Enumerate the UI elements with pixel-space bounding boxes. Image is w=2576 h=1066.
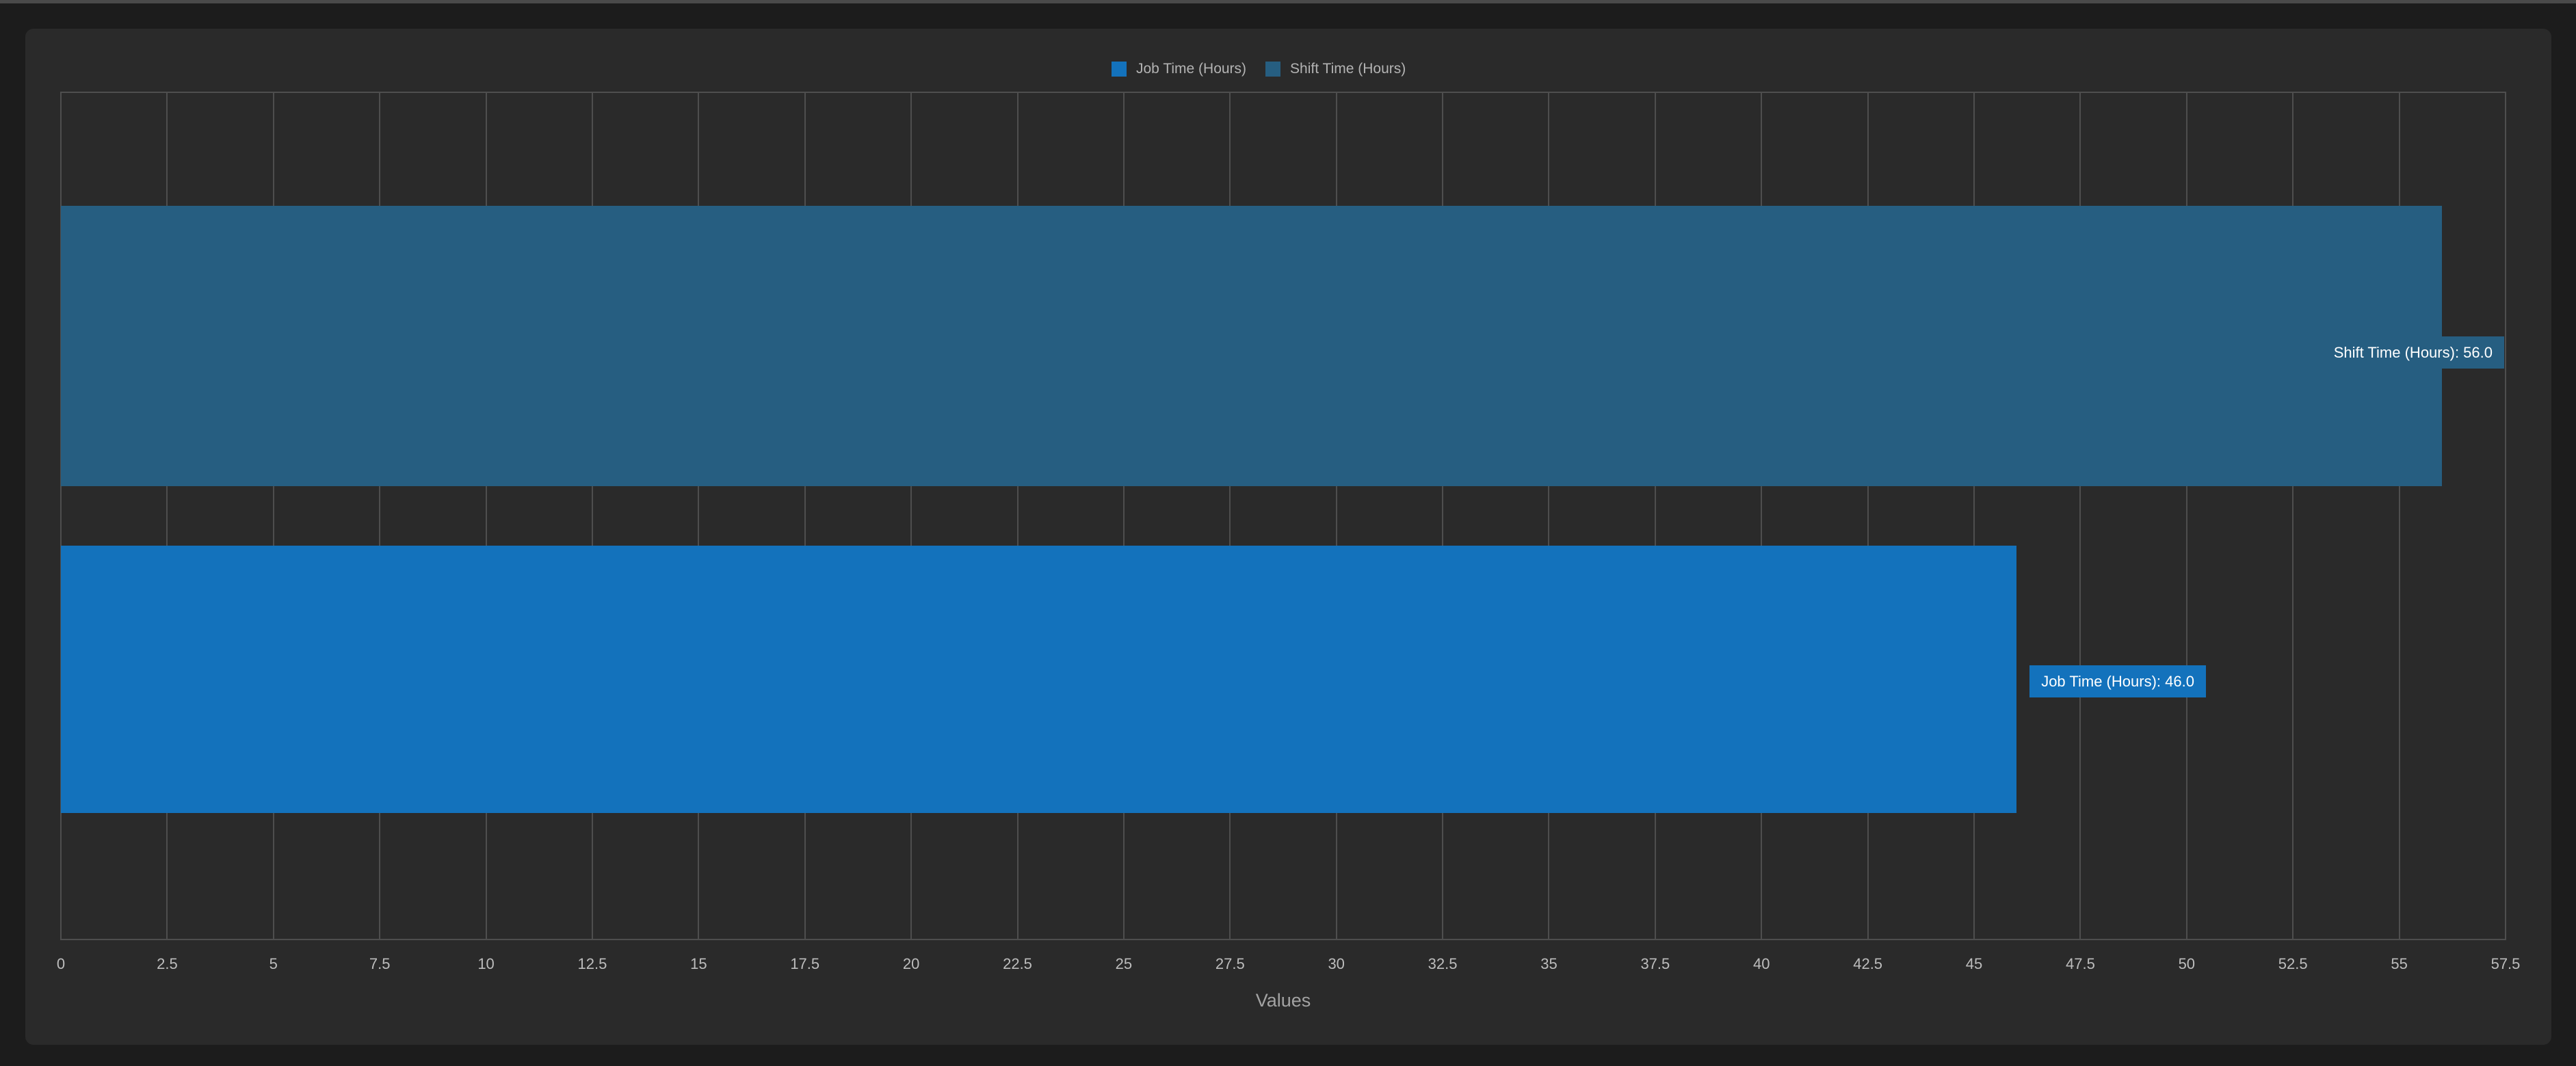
chart-card: Job Time (Hours) Shift Time (Hours) Shif…: [25, 29, 2551, 1045]
gridline: [1867, 92, 1869, 940]
x-axis-tick: 37.5: [1640, 955, 1670, 972]
legend-item-shift-time[interactable]: Shift Time (Hours): [1265, 61, 1406, 77]
gridline: [1442, 92, 1444, 940]
plot-border-top: [61, 92, 2506, 93]
bar-shift-time[interactable]: [61, 206, 2442, 486]
x-axis-tick: 2.5: [157, 955, 178, 972]
legend-item-job-time[interactable]: Job Time (Hours): [1112, 61, 1246, 77]
gridline: [2398, 92, 2400, 940]
x-axis-tick: 5: [269, 955, 278, 972]
x-axis-tick: 47.5: [2066, 955, 2095, 972]
x-axis-tick: 25: [1115, 955, 1133, 972]
bar-label-job-time: Job Time (Hours): 46.0: [2029, 665, 2206, 697]
x-axis-tick: 42.5: [1853, 955, 1883, 972]
x-axis-tick: 20: [902, 955, 920, 972]
gridline: [591, 92, 593, 940]
gridline: [1122, 92, 1125, 940]
gridline: [2292, 92, 2294, 940]
gridline: [1761, 92, 1763, 940]
x-axis-tick: 45: [1965, 955, 1983, 972]
x-axis-tick: 7.5: [369, 955, 391, 972]
x-axis-tick: 40: [1753, 955, 1770, 972]
bar-job-time[interactable]: [61, 546, 2017, 813]
x-axis-title: Values: [1255, 990, 1311, 1011]
gridline: [804, 92, 806, 940]
x-axis-tick: 10: [477, 955, 495, 972]
legend-swatch-shift-time-icon: [1265, 62, 1281, 77]
gridline: [1229, 92, 1231, 940]
x-axis-tick: 27.5: [1215, 955, 1245, 972]
gridline: [2079, 92, 2081, 940]
x-axis-tick: 17.5: [790, 955, 820, 972]
x-axis-tick: 12.5: [577, 955, 607, 972]
gridline: [698, 92, 700, 940]
legend-label-job-time: Job Time (Hours): [1136, 61, 1247, 77]
x-axis-tick: 50: [2178, 955, 2196, 972]
gridline: [2185, 92, 2187, 940]
gridline: [2505, 92, 2506, 940]
x-axis-tick: 52.5: [2278, 955, 2308, 972]
legend-label-shift-time: Shift Time (Hours): [1290, 61, 1406, 77]
gridline: [272, 92, 274, 940]
x-axis-tick: 57.5: [2490, 955, 2521, 972]
gridline: [910, 92, 912, 940]
gridline: [1335, 92, 1337, 940]
window-top-edge: [0, 0, 2576, 3]
bar-label-shift-time: Shift Time (Hours): 56.0: [2322, 336, 2504, 369]
x-axis-tick: 22.5: [1003, 955, 1032, 972]
gridline: [485, 92, 487, 940]
x-axis-tick: 35: [1540, 955, 1558, 972]
x-axis-tick: 30: [1328, 955, 1345, 972]
gridline: [60, 92, 62, 940]
gridline: [1016, 92, 1018, 940]
x-axis-tick: 15: [690, 955, 707, 972]
gridline: [379, 92, 381, 940]
x-axis-tick: 0: [56, 955, 66, 972]
gridline: [1548, 92, 1550, 940]
legend-swatch-job-time-icon: [1112, 62, 1127, 77]
plot-border-bottom: [61, 939, 2506, 940]
gridline: [1973, 92, 1975, 940]
x-axis-tick: 55: [2391, 955, 2408, 972]
chart-legend: Job Time (Hours) Shift Time (Hours): [1112, 57, 1406, 81]
gridline: [1654, 92, 1656, 940]
plot-area: Shift Time (Hours): 56.0 Job Time (Hours…: [57, 92, 2520, 972]
gridline: [166, 92, 168, 940]
x-axis-tick: 32.5: [1428, 955, 1458, 972]
